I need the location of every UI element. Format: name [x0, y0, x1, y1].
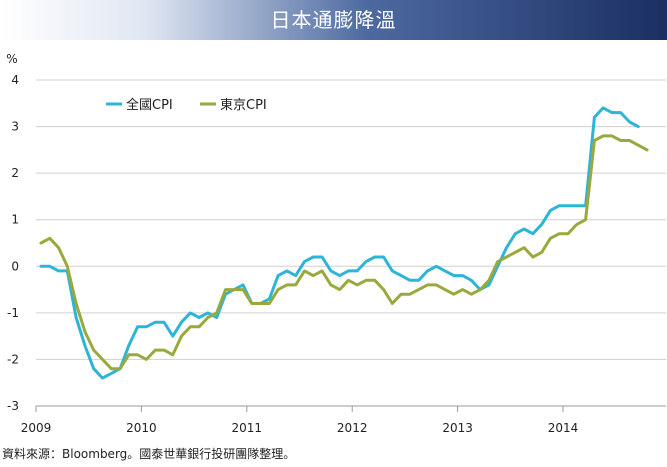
series-line-1 [39, 106, 640, 380]
y-tick-label: -1 [7, 306, 19, 320]
y-axis-label: % [6, 52, 17, 66]
x-tick-label: 2012 [337, 421, 368, 435]
x-tick-label: 2011 [232, 421, 263, 435]
chart-title: 日本通膨降溫 [270, 8, 397, 32]
title-bar [0, 0, 667, 40]
y-tick-label: -2 [7, 352, 19, 366]
y-tick-label: 2 [11, 166, 19, 180]
y-tick-label: 1 [11, 213, 19, 227]
y-tick-label: -3 [7, 399, 19, 413]
x-tick-label: 2009 [21, 421, 52, 435]
legend-label: 東京CPI [220, 97, 267, 113]
x-tick-label: 2013 [442, 421, 473, 435]
y-tick-label: 0 [11, 259, 19, 273]
source-note: 資料來源：Bloomberg。國泰世華銀行投研團隊整理。 [2, 447, 296, 461]
y-tick-label: 3 [11, 120, 19, 134]
y-tick-label: 4 [11, 73, 19, 87]
x-tick-label: 2014 [548, 421, 579, 435]
series-line-2 [39, 134, 649, 371]
legend-label: 全國CPI [126, 97, 173, 113]
x-tick-label: 2010 [126, 421, 157, 435]
